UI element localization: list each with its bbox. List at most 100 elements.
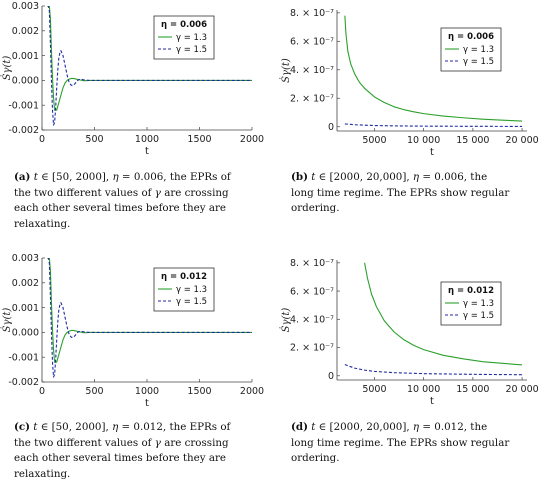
caption-a-label: (a) [14,171,31,183]
caption-a-line2-post: are crossing [164,186,229,199]
caption-b-val: = 0.006, the [422,171,488,183]
series-line-gamma-1-5 [47,258,252,378]
legend-entry: γ = 1.3 [463,45,494,55]
y-tick-label: -0.001 [8,100,39,111]
caption-d: (d) t ∈ [2000, 20,000], η = 0.012, the l… [291,420,533,467]
x-tick-label: 1500 [187,386,211,397]
y-tick-label: 4. × 10⁻⁷ [290,314,334,325]
y-axis-label: Ṡγ(t) [1,308,13,333]
legend-title: η = 0.006 [161,20,207,30]
caption-c-line4: relaxating. [14,467,71,480]
chart-d-svg: 5000 10 000 15 000 20 000 0 2. × 10⁻⁷ 4. × 10⁻… [280,258,539,407]
legend-entry: γ = 1.3 [176,285,207,295]
y-axis-label: Ṡγ(t) [280,308,292,333]
legend-title: η = 0.012 [161,272,207,282]
caption-b-range: ∈ [2000, 20,000], [318,171,410,183]
y-tick-label: 6. × 10⁻⁷ [290,37,334,48]
y-axis-label: Ṡγ(t) [1,56,13,81]
caption-c-line2-pre: the two different values of [14,436,152,449]
series-group [344,262,523,376]
x-tick-label: 500 [85,386,103,397]
series-line-gamma-1-5 [344,123,523,127]
caption-b-eta: η [412,171,420,183]
y-tick-label: 2. × 10⁻⁷ [290,343,334,354]
x-tick-label: 1000 [135,386,159,397]
y-tick-label: 0 [328,371,334,382]
caption-a-line2-pre: the two different values of [14,186,152,199]
chart-panel-c: 0 500 1000 1500 2000 -0.002 -0.001 0.000 0.001 0.… [0,250,270,415]
y-tick-label: 0.003 [12,253,39,264]
x-axis-label: t [430,396,434,407]
x-axis-label: t [430,147,434,158]
y-tick-label: 8. × 10⁻⁷ [290,8,334,19]
y-tick-label: 2. × 10⁻⁷ [290,93,334,104]
x-tick-label: 0 [39,134,45,145]
caption-b: (b) t ∈ [2000, 20,000], η = 0.006, the l… [291,170,533,217]
caption-d-line1: (d) t ∈ [2000, 20,000], η = 0.012, the [291,420,533,436]
x-tick-label: 0 [39,386,45,397]
chart-b-svg: 5000 10 000 15 000 20 000 0 2. × 10⁻⁷ 4. × 10⁻… [280,8,539,158]
x-axis-label: t [145,146,149,157]
y-tick-label: 0.000 [12,76,39,87]
caption-a-line3: each other several times before they are [14,202,227,214]
series-group [344,15,523,127]
chart-a-svg: 0 500 1000 1500 2000 -0.002 -0.001 0.000 0.001 0.… [1,1,264,157]
caption-a-var-t: t [33,171,38,183]
legend-title: η = 0.012 [448,286,494,296]
y-tick-label: -0.002 [8,377,39,388]
caption-a: (a) t ∈ [50, 2000], η = 0.006, the EPRs … [14,170,256,232]
y-axis-label: Ṡγ(t) [280,58,292,83]
x-tick-label: 1500 [187,134,211,145]
y-tick-label: 0.001 [12,51,39,62]
x-tick-label: 1000 [135,134,159,145]
x-tick-label: 10 000 [407,384,440,395]
x-tick-label: 15 000 [456,384,489,395]
caption-c-val: = 0.012, the EPRs of [121,421,231,433]
series-line-gamma-1-3 [344,15,523,122]
caption-c-eta: η [112,421,119,433]
caption-a-range: ∈ [50, 2000], [41,171,110,183]
caption-d-range: ∈ [2000, 20,000], [318,421,410,433]
x-tick-label: 5000 [362,135,386,146]
y-tick-label: -0.002 [8,125,39,136]
caption-b-var-t: t [311,171,316,183]
x-tick-label: 20 000 [505,135,538,146]
y-tick-label: 4. × 10⁻⁷ [290,65,334,76]
caption-d-eta: η [412,421,420,433]
caption-c-line1: (c) t ∈ [50, 2000], η = 0.012, the EPRs … [14,420,256,436]
caption-c-gamma: γ [154,436,161,449]
x-tick-label: 15 000 [456,135,489,146]
y-tick-label: 0.000 [12,328,39,339]
y-tick-label: 0.003 [12,1,39,12]
caption-c: (c) t ∈ [50, 2000], η = 0.012, the EPRs … [14,420,256,482]
legend-entry: γ = 1.3 [176,33,207,43]
caption-b-line2: long time regime. The EPRs show regular [291,186,510,199]
x-tick-label: 10 000 [407,135,440,146]
y-tick-label: -0.001 [8,352,39,363]
x-tick-label: 2000 [240,134,264,145]
caption-a-line2: the two different values of γ are crossi… [14,186,256,202]
legend-entry: γ = 1.5 [176,297,207,307]
x-tick-label: 500 [85,134,103,145]
caption-c-var-t: t [33,421,38,433]
series-line-gamma-1-3 [47,258,252,363]
legend-entry: γ = 1.5 [463,57,494,67]
caption-c-label: (c) [14,421,31,433]
y-tick-label: 0 [328,122,334,133]
caption-d-line3: ordering. [291,452,340,464]
series-line-gamma-1-5 [344,363,523,376]
caption-b-line1: (b) t ∈ [2000, 20,000], η = 0.006, the [291,170,533,186]
legend-entry: γ = 1.5 [463,311,494,321]
legend-entry: γ = 1.3 [463,299,494,309]
caption-a-eta: η [112,171,119,183]
caption-d-var-t: t [311,421,316,433]
chart-panel-b: 5000 10 000 15 000 20 000 0 2. × 10⁻⁷ 4. × 10⁻… [275,0,545,165]
y-tick-label: 0.002 [12,26,39,37]
y-tick-label: 0.001 [12,303,39,314]
caption-b-label: (b) [291,171,308,183]
caption-a-gamma: γ [154,186,161,199]
series-line-gamma-1-5 [47,6,252,126]
x-tick-label: 2000 [240,386,264,397]
series-group [47,6,252,126]
caption-c-line2: the two different values of γ are crossi… [14,436,256,452]
